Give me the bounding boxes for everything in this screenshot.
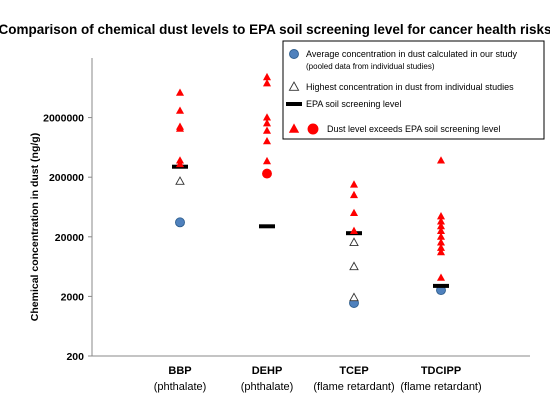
exceed-red-triangle-point	[175, 159, 185, 168]
exceed-red-triangle-point	[349, 208, 359, 217]
legend-label: Dust level exceeds EPA soil screening le…	[327, 124, 500, 134]
highest-open-triangle-point	[349, 237, 359, 246]
exceed-red-triangle-point	[436, 212, 446, 220]
x-category-label: TCEP	[339, 365, 368, 377]
chart-title: Comparison of chemical dust levels to EP…	[0, 22, 550, 37]
legend-blue-circle-icon	[289, 49, 299, 59]
exceed-red-triangle-point	[349, 180, 359, 188]
exceed-red-triangle-point	[262, 113, 272, 121]
exceed-red-triangle-point	[436, 243, 446, 251]
y-axis-title: Chemical concentration in dust (ng/g)	[29, 133, 41, 321]
exceed-red-triangle-point	[349, 190, 359, 199]
exceed-red-triangle-point	[436, 156, 446, 164]
x-category-sublabel: (phthalate)	[154, 381, 207, 393]
screening-level-bar	[259, 224, 275, 229]
screening-level-bar	[433, 283, 449, 288]
exceed-red-triangle-point	[262, 136, 272, 145]
exceed-red-triangle-point	[175, 88, 185, 96]
legend-black-bar-icon	[286, 102, 302, 106]
exceed-red-triangle-point	[436, 221, 446, 230]
exceed-red-triangle-point	[436, 273, 446, 281]
x-category-label: TDCIPP	[421, 365, 461, 377]
exceed-red-triangle-point	[436, 226, 446, 234]
exceed-red-triangle-point	[262, 156, 272, 165]
legend-red-triangle-icon	[288, 123, 300, 133]
x-category-label: DEHP	[252, 365, 283, 377]
legend-box	[282, 40, 545, 140]
exceed-red-triangle-point	[262, 72, 272, 81]
average-circle-point	[175, 217, 185, 228]
legend-label-line2: (pooled data from individual studies)	[306, 62, 435, 71]
exceed-red-triangle-point	[436, 238, 446, 246]
exceed-red-triangle-point	[262, 119, 272, 127]
legend-label: EPA soil screening level	[306, 99, 401, 109]
legend-red-circle-icon	[307, 123, 319, 135]
exceed-red-triangle-point	[175, 156, 185, 164]
exceed-red-triangle-point	[262, 126, 272, 134]
exceed-red-triangle-point	[349, 226, 359, 234]
x-category-label: BBP	[168, 365, 191, 377]
y-tick-label: 200	[66, 351, 84, 363]
highest-open-triangle-point	[349, 292, 359, 302]
exceed-red-triangle-point	[436, 232, 446, 240]
x-category-sublabel: (phthalate)	[241, 381, 294, 393]
x-category-sublabel: (flame retardant)	[313, 381, 394, 393]
legend-label: Highest concentration in dust from indiv…	[306, 82, 514, 92]
y-tick-label: 2000	[61, 291, 85, 303]
exceed-circle-point	[262, 168, 272, 179]
legend-open-triangle-icon	[288, 81, 300, 91]
exceed-red-triangle-point	[436, 247, 446, 256]
exceed-red-triangle-point	[262, 79, 272, 87]
highest-open-triangle-point	[175, 176, 185, 185]
highest-open-triangle-point	[349, 261, 359, 271]
exceed-red-triangle-point	[436, 217, 446, 225]
exceed-red-triangle-point	[175, 106, 185, 114]
y-tick-label: 2000000	[43, 113, 84, 125]
y-tick-label: 20000	[55, 232, 84, 244]
y-tick-label: 200000	[49, 172, 84, 184]
legend-label: Average concentration in dust calculated…	[306, 49, 517, 59]
x-category-sublabel: (flame retardant)	[400, 381, 481, 393]
exceed-red-triangle-point	[175, 124, 185, 132]
